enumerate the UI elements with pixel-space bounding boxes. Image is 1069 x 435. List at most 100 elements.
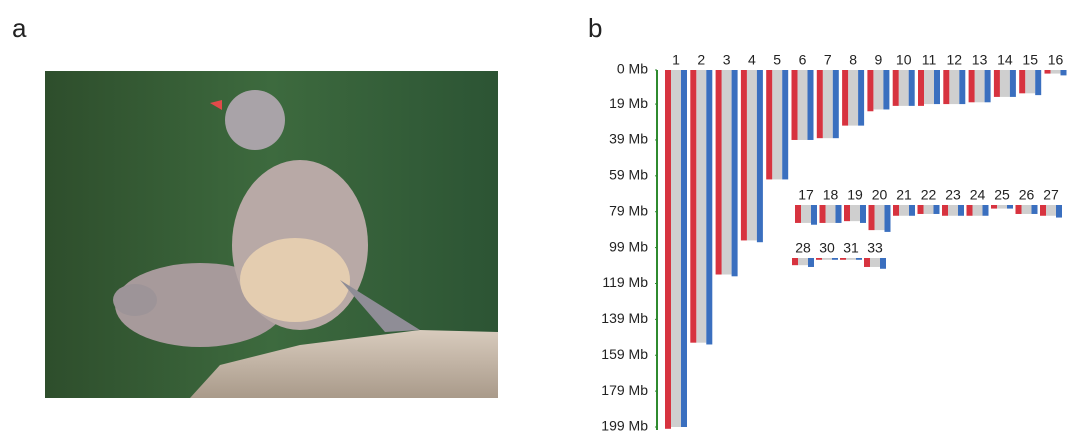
chromosome-bar	[1040, 205, 1046, 216]
chromosome-label: 26	[1019, 187, 1035, 203]
chromosome-bar	[792, 70, 798, 140]
chromosome-bar	[732, 70, 738, 276]
chromosome-bar	[860, 205, 866, 223]
synteny-band	[924, 205, 934, 214]
synteny-band	[899, 205, 909, 216]
chromosome-label: 1	[672, 52, 680, 68]
chromosome-bar	[883, 70, 889, 109]
chromosome-bar	[665, 70, 671, 429]
chromosome-bar	[792, 258, 798, 265]
synteny-band	[899, 70, 909, 106]
chromosome-label: 11	[922, 52, 937, 68]
synteny-band	[1000, 70, 1010, 97]
y-tick-label: 179 Mb	[601, 382, 648, 398]
chromosome-bar	[959, 70, 965, 104]
chromosome-bar	[983, 205, 989, 216]
chromosome-bar	[1019, 70, 1025, 93]
synteny-band	[747, 70, 757, 240]
chromosome-label: 31	[843, 240, 859, 256]
chromosome-bar	[942, 205, 948, 216]
chromosome-label: 14	[997, 52, 1013, 68]
synteny-band	[997, 205, 1007, 209]
synteny-band	[870, 258, 880, 267]
synteny-band	[850, 205, 860, 221]
chromosome-bar	[816, 258, 822, 260]
chromosome-bar	[880, 258, 886, 269]
chromosome-bar	[1032, 205, 1038, 214]
chromosome-label: 18	[823, 187, 839, 203]
chromosome-bar	[782, 70, 788, 179]
y-tick-label: 59 Mb	[609, 167, 648, 183]
synteny-band	[924, 70, 934, 104]
synteny-band	[696, 70, 706, 343]
synteny-band	[973, 205, 983, 216]
chromosome-bar	[832, 258, 838, 260]
y-tick-label: 139 Mb	[601, 310, 648, 326]
chromosome-bar	[842, 70, 848, 126]
chromosome-bar	[808, 70, 814, 140]
chromosome-label: 15	[1022, 52, 1038, 68]
chromosome-label: 33	[867, 240, 883, 256]
chromosome-bar	[967, 205, 973, 216]
chromosome-bar	[795, 205, 801, 223]
chromosome-label: 6	[799, 52, 807, 68]
chromosome-label: 25	[994, 187, 1010, 203]
chromosome-bar	[844, 205, 850, 221]
chromosome-bar	[833, 70, 839, 138]
chromosome-bar	[867, 70, 873, 111]
chromosome-label: 10	[896, 52, 912, 68]
chromosome-bar	[934, 205, 940, 214]
chromosome-bar	[885, 205, 891, 232]
chromosome-bar	[985, 70, 991, 102]
chromosome-bar	[1056, 205, 1062, 218]
chromosome-bar	[1035, 70, 1041, 95]
chromosome-bar	[934, 70, 940, 104]
synteny-band	[1046, 205, 1056, 216]
y-tick-label: 159 Mb	[601, 346, 648, 362]
synteny-band	[772, 70, 782, 179]
y-tick-label: 99 Mb	[609, 238, 648, 254]
chromosome-bar	[706, 70, 712, 344]
synteny-band	[826, 205, 836, 223]
chromosome-bar	[741, 70, 747, 240]
chromosome-bar	[943, 70, 949, 104]
chromosome-label: 9	[875, 52, 883, 68]
synteny-band	[801, 205, 811, 223]
chromosome-label: 24	[970, 187, 986, 203]
chromosome-bar	[766, 70, 772, 179]
synteny-band	[823, 70, 833, 138]
synteny-band	[798, 70, 808, 140]
y-tick-label: 39 Mb	[609, 131, 648, 147]
y-tick-label: 199 Mb	[601, 418, 648, 434]
synteny-band	[975, 70, 985, 102]
y-tick-label: 0 Mb	[617, 61, 648, 77]
chromosome-label: 17	[798, 187, 814, 203]
chromosome-bar	[864, 258, 870, 267]
chromosome-label: 3	[723, 52, 731, 68]
chromosome-bar	[893, 205, 899, 216]
y-tick-label: 119 Mb	[602, 274, 648, 290]
chromosome-bar	[820, 205, 826, 223]
chromosome-bar	[869, 205, 875, 230]
chromosome-bar	[893, 70, 899, 106]
synteny-band	[1051, 70, 1061, 74]
synteny-band	[949, 70, 959, 104]
chromosome-label: 19	[847, 187, 863, 203]
chromosome-label: 28	[795, 240, 811, 256]
chromosome-bar	[969, 70, 975, 102]
chromosome-bar	[690, 70, 696, 343]
chromosome-label: 20	[872, 187, 888, 203]
synteny-band	[671, 70, 681, 427]
panel-label: a	[12, 13, 27, 43]
chromosome-bar	[1045, 70, 1051, 74]
chromosome-label: 12	[947, 52, 963, 68]
chromosome-label: 21	[896, 187, 912, 203]
chromosome-label: 23	[945, 187, 961, 203]
chromosome-bar	[918, 205, 924, 214]
chromosome-bar	[681, 70, 687, 427]
synteny-band	[722, 70, 732, 275]
chromosome-bar	[909, 70, 915, 106]
chromosome-bar	[858, 70, 864, 126]
chromosome-label: 8	[849, 52, 857, 68]
chromosome-label: 4	[748, 52, 756, 68]
